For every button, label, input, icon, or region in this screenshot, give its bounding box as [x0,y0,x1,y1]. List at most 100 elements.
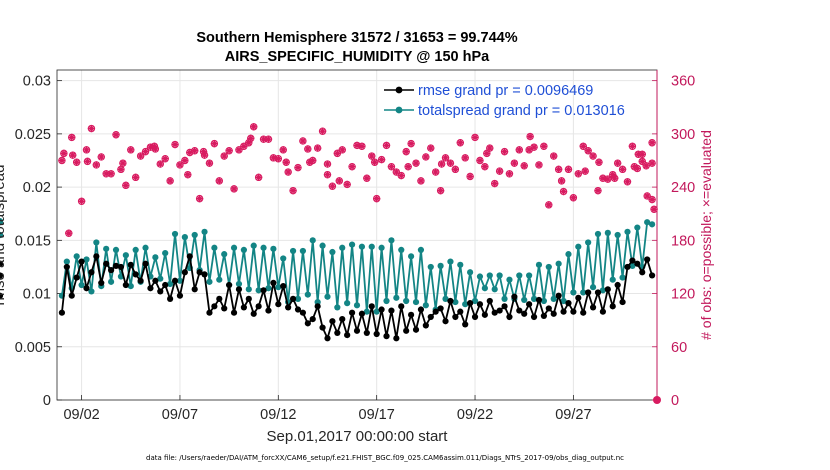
y2-tick-label: 60 [671,340,687,356]
evaluated-obs-marker [166,177,174,185]
evaluated-obs-marker [402,148,410,156]
rmse-point [171,277,179,284]
evaluated-obs-marker [377,155,386,164]
evaluated-obs-marker [483,149,491,157]
totalspread-point [447,258,454,265]
evaluated-obs-marker [446,159,455,167]
rmse-point [98,279,105,287]
rmse-point [122,281,129,289]
rmse-point [501,303,508,310]
evaluated-obs-marker [371,158,379,166]
rmse-point [83,285,90,292]
totalspread-point [78,281,85,289]
evaluated-obs-marker [515,146,523,154]
x-axis: 09/02 09/07 09/12 09/17 09/22 09/27 [63,395,592,423]
evaluated-obs-marker [581,167,589,175]
rmse-point [604,286,611,293]
rmse-point [0,272,4,279]
plot-area [56,69,658,401]
rmse-point [398,303,405,310]
totalspread-point [501,295,508,302]
totalspread-point [112,246,120,254]
rmse-point [176,292,184,299]
rmse-point [393,335,400,342]
rmse-point [353,327,361,334]
rmse-point [378,306,385,313]
evaluated-obs-marker [648,159,656,167]
evaluated-obs-marker [604,175,612,183]
evaluated-obs-marker [150,142,158,150]
chart-subtitle: AIRS_SPECIFIC_HUMIDITY @ 150 hPa [225,49,490,65]
evaluated-obs-marker [461,154,469,162]
totalspread-point [403,297,410,305]
evaluated-obs-marker [510,159,518,167]
totalspread-point [221,251,228,258]
x-axis-label: Sep.01,2017 00:00:00 start [267,428,449,445]
evaluated-obs-marker [77,197,86,205]
rmse-point [575,294,582,301]
rmse-point [388,307,395,314]
totalspread-point [329,248,336,256]
evaluated-obs-marker [628,142,637,150]
rmse-point [535,296,543,304]
evaluated-obs-marker [220,152,228,160]
totalspread-point [412,298,420,306]
rmse-point [432,308,439,315]
totalspread-point [471,297,479,305]
totalspread-point [634,224,641,231]
totalspread-point [358,243,366,250]
evaluated-obs-marker [205,159,214,167]
totalspread-point [265,285,272,292]
totalspread-point [245,286,252,293]
evaluated-obs-marker [422,153,430,161]
totalspread-point [294,295,302,302]
rmse-point [594,289,602,296]
rmse-point [0,260,4,267]
evaluated-obs-marker [618,165,627,173]
totalspread-point [388,237,395,244]
totalspread-point [250,242,257,249]
totalspread-point [545,263,552,271]
rmse-point [624,263,631,271]
totalspread-point [565,251,572,258]
evaluated-obs-marker [505,170,514,178]
rmse-point [530,313,538,321]
y-tick-label: 0.01 [23,287,51,303]
rmse-point [344,331,351,339]
evaluated-obs-marker [611,174,619,182]
evaluated-obs-marker [73,158,81,166]
rmse-point [540,312,547,320]
evaluated-obs-marker [368,152,376,160]
evaluated-obs-marker [122,181,130,189]
evaluated-obs-marker [68,133,76,142]
rmse-point [275,301,282,308]
evaluated-obs-marker [363,174,371,182]
rmse-point [280,282,287,290]
y-axis-left: 0 0.005 0.01 0.015 0.02 0.025 0.03 [15,74,62,409]
totalspread-point [462,301,469,308]
totalspread-point [427,263,434,271]
totalspread-point [83,256,90,263]
rmse-point [329,318,336,325]
rmse-point [417,306,425,313]
evaluated-obs-marker [466,172,474,181]
data-file-note: data file: /Users/raeder/DAI/ATM_forcXX/… [146,454,624,462]
totalspread-point [486,272,493,279]
evaluated-obs-marker [289,187,297,195]
totalspread-point [624,228,631,235]
evaluated-obs-marker [274,155,282,163]
evaluated-obs-marker [264,135,273,143]
rmse-point [334,329,341,337]
evaluated-obs-marker [299,137,307,145]
totalspread-point [299,247,307,255]
x-tick-label: 09/07 [162,407,198,423]
totalspread-point [93,239,100,246]
rmse-point [358,310,366,317]
totalspread-point [309,237,316,244]
y2-tick-label: 180 [671,233,695,249]
y-tick-label: 0.02 [23,180,51,196]
y2-tick-label: 0 [671,393,679,409]
evaluated-obs-marker [559,187,568,196]
chart-title: Southern Hemisphere 31572 / 31653 = 99.7… [196,30,517,46]
y-axis-label: rmse and totalspread [0,165,8,306]
